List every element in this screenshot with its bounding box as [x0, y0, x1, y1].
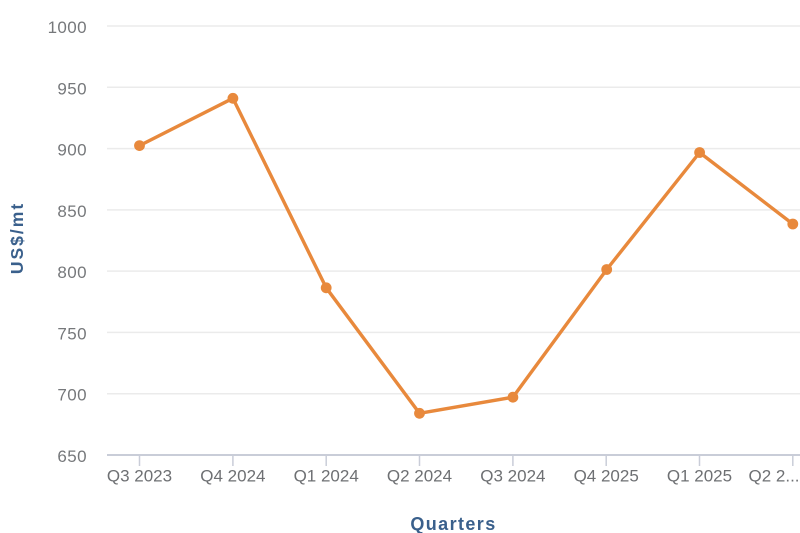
svg-text:Q4 2024: Q4 2024 [200, 467, 265, 486]
svg-text:Q1 2024: Q1 2024 [294, 467, 359, 486]
svg-text:Q3 2023: Q3 2023 [107, 467, 172, 486]
svg-text:800: 800 [57, 263, 87, 282]
svg-text:US$/mt: US$/mt [7, 202, 27, 274]
svg-text:650: 650 [57, 447, 87, 466]
svg-text:700: 700 [57, 386, 87, 405]
svg-text:Q1 2025: Q1 2025 [667, 467, 732, 486]
svg-text:1000: 1000 [48, 18, 87, 37]
svg-text:Q2 2...: Q2 2... [748, 467, 799, 486]
svg-text:750: 750 [57, 324, 87, 343]
svg-text:Quarters: Quarters [410, 514, 496, 533]
svg-text:Q4 2025: Q4 2025 [574, 467, 639, 486]
svg-text:Q2 2024: Q2 2024 [387, 467, 452, 486]
svg-text:950: 950 [57, 79, 87, 98]
svg-text:850: 850 [57, 202, 87, 221]
svg-text:Q3 2024: Q3 2024 [480, 467, 545, 486]
svg-text:900: 900 [57, 141, 87, 160]
